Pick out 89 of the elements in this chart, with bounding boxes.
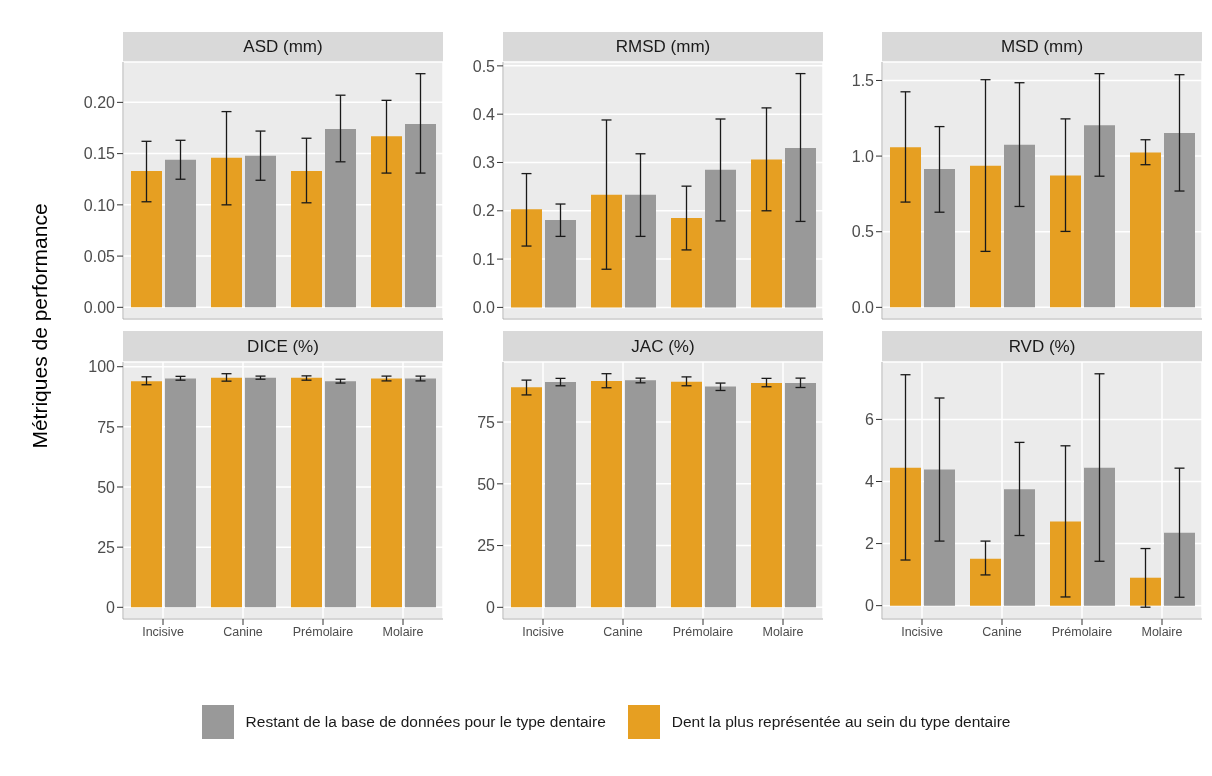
chart-title: RMSD (mm) xyxy=(615,37,711,57)
y-tick-label: 4 xyxy=(865,473,875,491)
bar xyxy=(671,381,702,608)
bar xyxy=(785,147,816,308)
chart-title: JAC (%) xyxy=(631,336,695,357)
bar xyxy=(924,169,955,308)
y-tick-label: 0.0 xyxy=(472,299,496,317)
bar xyxy=(371,136,402,308)
bar xyxy=(211,157,242,308)
y-tick-label: 0.05 xyxy=(83,247,116,265)
bar xyxy=(325,129,356,308)
x-tick-label: Incisive xyxy=(901,624,943,639)
bar xyxy=(1130,152,1161,308)
bar xyxy=(591,194,622,308)
bar xyxy=(1164,132,1195,308)
y-tick-label: 0 xyxy=(486,599,496,616)
y-tick-label: 6 xyxy=(865,411,875,429)
bar xyxy=(705,169,736,308)
y-tick-label: 1.5 xyxy=(851,72,875,90)
bar xyxy=(1004,144,1035,308)
bar xyxy=(165,159,196,308)
bar xyxy=(751,159,782,308)
bar xyxy=(751,383,782,608)
bar xyxy=(1050,175,1081,308)
y-tick-label: 0.20 xyxy=(83,94,116,112)
x-tick-label: Canine xyxy=(603,624,643,639)
y-tick-label: 75 xyxy=(477,413,496,431)
bar xyxy=(890,147,921,308)
y-tick-label: 50 xyxy=(477,475,496,493)
x-tick-label: Canine xyxy=(982,624,1022,639)
y-tick-label: 0 xyxy=(865,597,875,615)
bar xyxy=(1050,521,1081,606)
bar xyxy=(405,123,436,308)
bar xyxy=(1164,532,1195,606)
bar xyxy=(970,558,1001,606)
y-tick-label: 0.1 xyxy=(472,250,496,268)
x-tick-label: Molaire xyxy=(1141,624,1183,639)
x-tick-label: Canine xyxy=(223,624,263,639)
bar xyxy=(591,381,622,608)
y-tick-label: 0 xyxy=(106,598,116,616)
bar xyxy=(1004,489,1035,606)
y-tick-label: 0.2 xyxy=(472,202,496,220)
chart-title: ASD (mm) xyxy=(243,37,323,57)
y-tick-label: 1.0 xyxy=(851,147,875,165)
chart-title: DICE (%) xyxy=(247,336,319,357)
bar xyxy=(970,165,1001,308)
bar xyxy=(245,155,276,308)
x-tick-label: Incisive xyxy=(142,624,184,639)
legend-label: Restant de la base de données pour le type dentaire xyxy=(245,713,606,731)
bar xyxy=(924,469,955,606)
bar xyxy=(785,383,816,608)
chart-title: RVD (%) xyxy=(1008,336,1076,357)
y-tick-label: 25 xyxy=(97,538,116,556)
y-tick-label: 0.4 xyxy=(472,105,496,123)
bar xyxy=(511,387,542,608)
y-tick-label: 0.10 xyxy=(83,196,116,214)
x-tick-label: Incisive xyxy=(522,624,564,639)
y-tick-label: 75 xyxy=(97,418,116,436)
y-tick-label: 50 xyxy=(97,478,116,496)
x-tick-label: Prémolaire xyxy=(1051,624,1113,639)
bar xyxy=(291,171,322,308)
y-tick-label: 0.0 xyxy=(851,299,875,317)
y-tick-label: 0.5 xyxy=(851,223,875,241)
x-tick-label: Prémolaire xyxy=(292,624,354,639)
bar xyxy=(671,218,702,308)
y-tick-label: 0.3 xyxy=(472,154,496,172)
y-tick-label: 0.00 xyxy=(83,299,116,316)
y-tick-label: 25 xyxy=(477,537,496,555)
bar xyxy=(545,219,576,308)
x-tick-label: Prémolaire xyxy=(672,624,734,639)
y-tick-label: 2 xyxy=(865,535,875,553)
y-tick-label: 0.15 xyxy=(83,145,116,163)
bar xyxy=(705,386,736,608)
bar xyxy=(625,194,656,308)
bar xyxy=(1084,125,1115,308)
bar xyxy=(131,171,162,308)
chart-title: MSD (mm) xyxy=(1000,37,1084,57)
bar xyxy=(1084,467,1115,606)
y-tick-label: 0.5 xyxy=(472,57,496,75)
bar xyxy=(890,467,921,606)
bar xyxy=(625,380,656,608)
legend-label: Dent la plus représentée au sein du type dentaire xyxy=(671,713,1011,731)
y-axis-title: Métriques de performance xyxy=(28,203,51,449)
y-tick-label: 100 xyxy=(88,358,116,376)
bar xyxy=(1130,577,1161,606)
x-tick-label: Molaire xyxy=(762,624,804,639)
x-tick-label: Molaire xyxy=(382,624,424,639)
bar xyxy=(511,209,542,308)
bar xyxy=(545,382,576,608)
